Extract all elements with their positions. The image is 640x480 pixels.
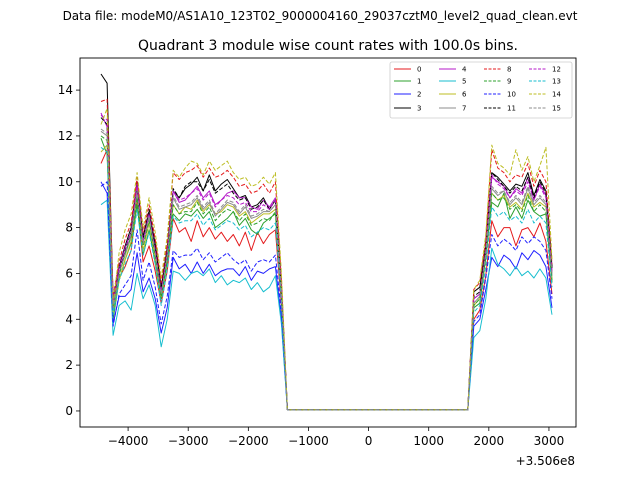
legend-label-4: 4 bbox=[462, 66, 467, 74]
legend-label-7: 7 bbox=[462, 105, 466, 113]
x-axis: −4000 −3000 −2000 −1000 0 1000 2000 3000 bbox=[108, 427, 564, 448]
legend-frame bbox=[389, 61, 573, 119]
legend-label-1: 1 bbox=[417, 78, 421, 86]
x-tick-label: 2000 bbox=[474, 434, 505, 448]
y-tick-label: 6 bbox=[65, 266, 73, 280]
legend-label-12: 12 bbox=[552, 66, 561, 74]
x-tick-label: 0 bbox=[365, 434, 373, 448]
y-tick-label: 12 bbox=[58, 129, 73, 143]
y-axis: 0 2 4 6 8 10 12 14 bbox=[58, 83, 80, 418]
series-line-13 bbox=[100, 147, 553, 411]
series-line-15 bbox=[100, 128, 553, 411]
y-tick-label: 8 bbox=[65, 221, 73, 235]
legend-label-2: 2 bbox=[417, 91, 421, 99]
legend-label-6: 6 bbox=[462, 91, 467, 99]
x-tick-label: −4000 bbox=[108, 434, 149, 448]
plot-frame bbox=[79, 57, 577, 428]
legend-label-11: 11 bbox=[507, 105, 516, 113]
legend-label-9: 9 bbox=[507, 78, 511, 86]
legend-label-13: 13 bbox=[552, 78, 561, 86]
x-tick-label: −1000 bbox=[288, 434, 329, 448]
chart-title: Quadrant 3 module wise count rates with … bbox=[138, 38, 518, 54]
legend-label-10: 10 bbox=[507, 91, 516, 99]
legend-label-14: 14 bbox=[552, 91, 561, 99]
y-tick-label: 14 bbox=[58, 83, 73, 97]
series-line-10 bbox=[100, 181, 553, 411]
y-tick-label: 4 bbox=[65, 312, 73, 326]
legend-label-15: 15 bbox=[552, 105, 561, 113]
series-layer bbox=[100, 73, 553, 411]
legend-label-5: 5 bbox=[462, 78, 466, 86]
series-line-12 bbox=[100, 114, 553, 411]
chart-suptitle: Data file: modeM0/AS1A10_123T02_90000041… bbox=[63, 9, 578, 23]
x-offset-label: +3.506e8 bbox=[516, 454, 575, 468]
x-tick-label: 1000 bbox=[413, 434, 444, 448]
legend-label-3: 3 bbox=[417, 105, 421, 113]
legend-label-8: 8 bbox=[507, 66, 511, 74]
x-tick-label: 3000 bbox=[534, 434, 565, 448]
series-line-8 bbox=[100, 98, 553, 411]
legend-label-0: 0 bbox=[417, 66, 421, 74]
x-tick-label: −2000 bbox=[228, 434, 269, 448]
y-tick-label: 2 bbox=[65, 358, 73, 372]
y-tick-label: 10 bbox=[58, 175, 73, 189]
x-tick-label: −3000 bbox=[168, 434, 209, 448]
series-line-14 bbox=[100, 107, 553, 411]
y-tick-label: 0 bbox=[65, 404, 73, 418]
